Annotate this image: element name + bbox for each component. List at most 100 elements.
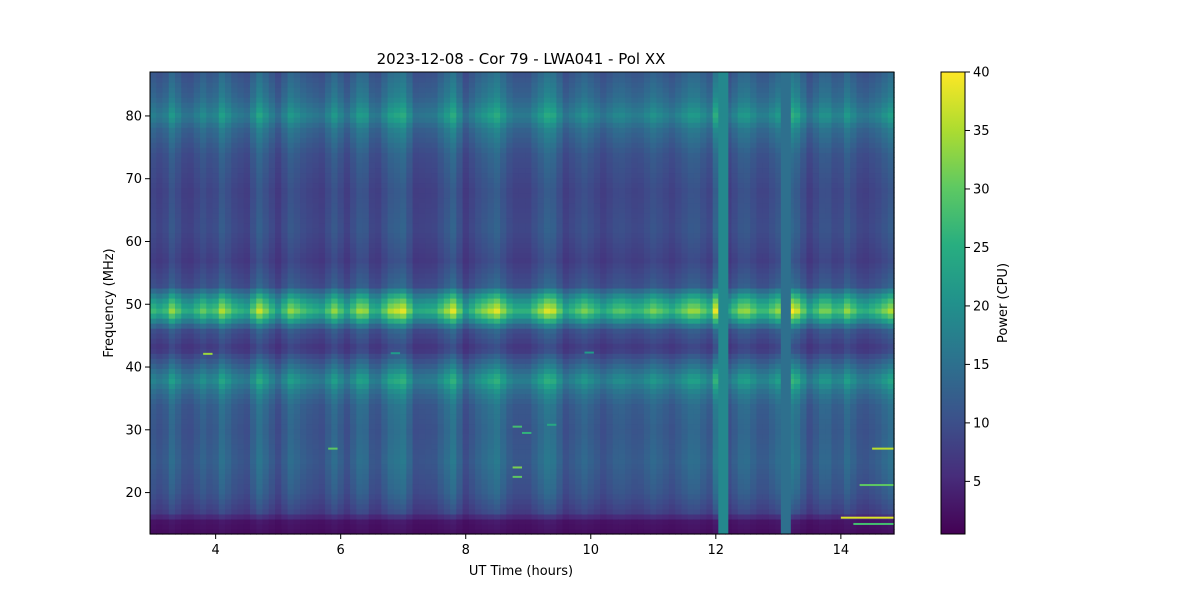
- heatmap-cell: [406, 343, 414, 349]
- heatmap-cell: [350, 453, 357, 460]
- heatmap-cell: [231, 217, 239, 224]
- heatmap-cell: [418, 508, 426, 515]
- heatmap-cell: [250, 217, 257, 224]
- heatmap-cell: [462, 498, 470, 505]
- heatmap-cell: [293, 277, 301, 284]
- heatmap-cell: [375, 222, 382, 229]
- heatmap-cell: [231, 458, 239, 465]
- heatmap-cell: [156, 308, 164, 314]
- heatmap-cell: [218, 142, 226, 148]
- heatmap-cell: [268, 523, 276, 530]
- heatmap-cell: [425, 247, 432, 254]
- heatmap-cell: [325, 182, 332, 189]
- heatmap-cell: [187, 513, 195, 520]
- heatmap-cell: [187, 433, 195, 440]
- heatmap-cell: [212, 473, 220, 480]
- heatmap-cell: [475, 87, 482, 93]
- heatmap-cell: [156, 333, 164, 339]
- heatmap-cell: [356, 508, 364, 515]
- heatmap-cell: [312, 358, 320, 364]
- heatmap-cell: [306, 368, 314, 374]
- heatmap-cell: [481, 518, 489, 525]
- heatmap-cell: [350, 323, 357, 329]
- heatmap-cell: [350, 403, 357, 410]
- heatmap-cell: [418, 187, 426, 194]
- heatmap-cell: [337, 197, 345, 204]
- heatmap-cell: [462, 237, 470, 244]
- heatmap-cell: [437, 277, 445, 284]
- heatmap-cell: [387, 433, 395, 440]
- heatmap-cell: [412, 478, 420, 485]
- heatmap-cell: [475, 227, 482, 234]
- heatmap-cell: [262, 488, 270, 495]
- heatmap-cell: [162, 448, 170, 455]
- heatmap-cell: [381, 503, 389, 510]
- heatmap-cell: [368, 82, 376, 88]
- heatmap-cell: [412, 473, 420, 480]
- heatmap-cell: [362, 177, 370, 184]
- heatmap-cell: [431, 523, 439, 530]
- heatmap-cell: [337, 478, 345, 485]
- heatmap-cell: [187, 313, 195, 319]
- heatmap-cell: [256, 187, 264, 194]
- heatmap-cell: [231, 308, 239, 314]
- heatmap-cell: [418, 77, 426, 83]
- heatmap-cell: [425, 272, 432, 279]
- heatmap-cell: [156, 112, 164, 118]
- heatmap-cell: [243, 328, 251, 334]
- heatmap-cell: [162, 478, 170, 485]
- heatmap-cell: [200, 252, 207, 259]
- heatmap-cell: [462, 107, 470, 113]
- heatmap-cell: [387, 162, 395, 169]
- heatmap-cell: [437, 408, 445, 415]
- heatmap-cell: [200, 277, 207, 284]
- heatmap-cell: [468, 72, 476, 78]
- heatmap-cell: [393, 488, 401, 495]
- heatmap-cell: [387, 117, 395, 123]
- heatmap-cell: [425, 157, 432, 163]
- heatmap-cell: [175, 207, 182, 214]
- heatmap-cell: [268, 77, 276, 83]
- heatmap-cell: [456, 383, 464, 389]
- heatmap-cell: [368, 282, 376, 289]
- heatmap-cell: [350, 77, 357, 83]
- heatmap-cell: [181, 338, 189, 344]
- heatmap-cell: [412, 282, 420, 289]
- heatmap-cell: [262, 483, 270, 490]
- heatmap-cell: [406, 107, 414, 113]
- heatmap-cell: [231, 493, 239, 500]
- heatmap-cell: [293, 162, 301, 169]
- heatmap-cell: [206, 463, 214, 470]
- heatmap-cell: [231, 453, 239, 460]
- heatmap-cell: [156, 338, 164, 344]
- heatmap-cell: [181, 72, 189, 78]
- heatmap-cell: [318, 423, 326, 430]
- heatmap-cell: [250, 222, 257, 229]
- heatmap-cell: [337, 403, 345, 410]
- heatmap-cell: [187, 77, 195, 83]
- heatmap-cell: [356, 207, 364, 214]
- heatmap-cell: [337, 87, 345, 93]
- heatmap-cell: [306, 77, 314, 83]
- heatmap-cell: [393, 227, 401, 234]
- heatmap-cell: [387, 92, 395, 98]
- heatmap-cell: [275, 297, 282, 304]
- heatmap-cell: [225, 428, 232, 435]
- heatmap-cell: [287, 433, 295, 440]
- heatmap-cell: [275, 182, 282, 189]
- heatmap-cell: [400, 373, 407, 379]
- heatmap-cell: [187, 237, 195, 244]
- heatmap-cell: [168, 528, 176, 535]
- heatmap-cell: [162, 137, 170, 143]
- heatmap-cell: [268, 463, 276, 470]
- heatmap-cell: [443, 147, 451, 153]
- heatmap-cell: [306, 303, 314, 309]
- heatmap-cell: [200, 463, 207, 470]
- heatmap-cell: [337, 167, 345, 174]
- heatmap-cell: [225, 448, 232, 455]
- heatmap-cell: [443, 323, 451, 329]
- heatmap-cell: [306, 222, 314, 229]
- heatmap-cell: [418, 157, 426, 163]
- heatmap-cell: [231, 297, 239, 304]
- heatmap-cell: [462, 242, 470, 249]
